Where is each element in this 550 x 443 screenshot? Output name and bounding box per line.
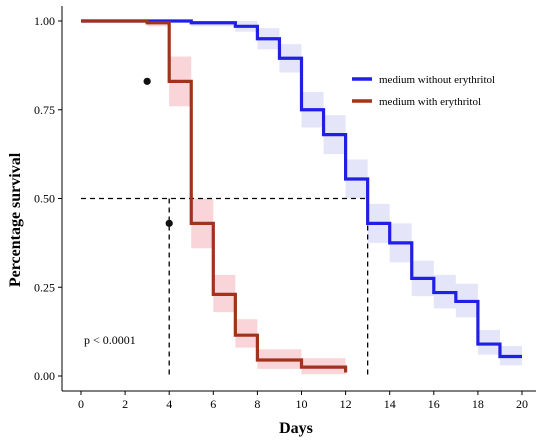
x-tick-label: 2 xyxy=(122,397,128,411)
survival-curves xyxy=(81,19,522,373)
x-tick-label: 18 xyxy=(472,397,484,411)
x-axis-title: Days xyxy=(279,420,313,437)
censor-mark-point xyxy=(143,77,151,85)
x-tick-label: 4 xyxy=(166,397,172,411)
x-tick-label: 16 xyxy=(428,397,440,411)
survival-curve-without-erythritol xyxy=(81,19,522,359)
x-tick-label: 8 xyxy=(254,397,260,411)
x-tick-label: 0 xyxy=(78,397,84,411)
y-tick-label: 0.75 xyxy=(34,103,55,117)
y-tick-label: 0.00 xyxy=(34,369,55,383)
p-value-annotation: p < 0.0001 xyxy=(84,333,136,347)
survival-curve-with-erythritol xyxy=(81,19,348,373)
x-tick-label: 10 xyxy=(296,397,308,411)
x-tick-label: 20 xyxy=(516,397,528,411)
x-axis-ticks: 0 2 4 6 8 10 12 14 16 18 20 xyxy=(78,391,528,411)
censor-marks xyxy=(143,77,173,227)
legend-label-without-erythritol: medium without erythritol xyxy=(379,74,495,86)
censor-mark-point xyxy=(165,219,173,227)
y-axis-title: Percentage survival xyxy=(7,152,24,287)
axes: 0 2 4 6 8 10 12 14 16 18 20 0.00 0.25 0.50 0.75 1.00 xyxy=(34,6,536,411)
x-tick-label: 6 xyxy=(210,397,216,411)
confidence-band-with-erythritol xyxy=(81,21,346,376)
y-tick-label: 0.25 xyxy=(34,280,55,294)
legend: medium without erythritol medium with er… xyxy=(352,74,495,108)
y-tick-label: 1.00 xyxy=(34,14,55,28)
legend-label-with-erythritol: medium with erythritol xyxy=(379,96,481,108)
y-tick-label: 0.50 xyxy=(34,192,55,206)
x-tick-label: 12 xyxy=(340,397,352,411)
median-survival-lines xyxy=(81,197,369,376)
y-axis-ticks: 0.00 0.25 0.50 0.75 1.00 xyxy=(34,14,62,383)
x-tick-label: 14 xyxy=(384,397,396,411)
